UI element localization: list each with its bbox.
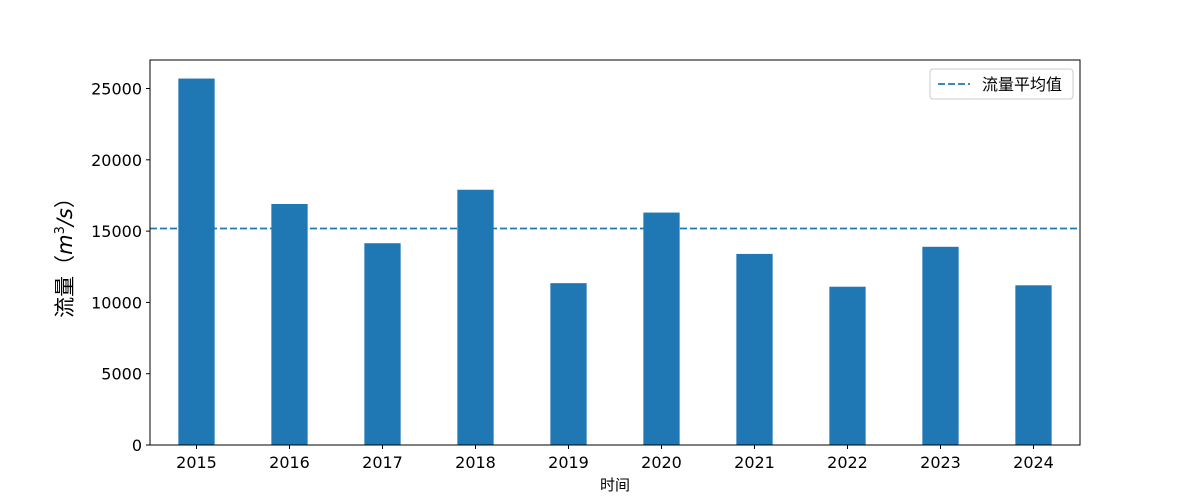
x-tick-label-2019: 2019 bbox=[548, 453, 589, 472]
y-axis-label: 流量（m3/s） bbox=[53, 187, 77, 318]
bar-2016 bbox=[271, 204, 308, 445]
x-tick-label-2022: 2022 bbox=[827, 453, 868, 472]
y-tick-label-20000: 20000 bbox=[91, 151, 142, 170]
plot-frame bbox=[149, 59, 1081, 446]
bar-2021 bbox=[736, 253, 773, 445]
bar-2022 bbox=[829, 286, 866, 445]
y-tick-label-15000: 15000 bbox=[91, 222, 142, 241]
x-tick-label-2017: 2017 bbox=[362, 453, 403, 472]
y-tick-label-10000: 10000 bbox=[91, 293, 142, 312]
bar-2020 bbox=[643, 212, 680, 445]
x-tick-label-2018: 2018 bbox=[455, 453, 496, 472]
bar-2019 bbox=[550, 283, 587, 445]
bar-2023 bbox=[922, 246, 959, 445]
y-axis-label-suffix: ） bbox=[53, 187, 77, 208]
y-tick-label-0: 0 bbox=[132, 436, 142, 455]
y-axis-label-unit-base: m bbox=[53, 234, 77, 254]
x-tick-label-2015: 2015 bbox=[176, 453, 217, 472]
bar-2018 bbox=[457, 189, 494, 445]
y-tick-label-5000: 5000 bbox=[101, 365, 142, 384]
bars-layer bbox=[178, 78, 1052, 445]
legend-label: 流量平均值 bbox=[982, 75, 1062, 94]
bar-2024 bbox=[1015, 285, 1052, 445]
legend-box bbox=[929, 68, 1074, 100]
y-axis-label-unit-rest: /s bbox=[53, 208, 77, 228]
y-tick-label-25000: 25000 bbox=[91, 80, 142, 99]
x-tick-label-2020: 2020 bbox=[641, 453, 682, 472]
x-tick-label-2024: 2024 bbox=[1013, 453, 1054, 472]
x-tick-label-2016: 2016 bbox=[269, 453, 310, 472]
bar-2017 bbox=[364, 243, 401, 445]
y-axis-label-prefix: 流量（ bbox=[53, 255, 77, 318]
y-axis-label-unit-exp: 3 bbox=[53, 226, 68, 234]
x-tick-label-2023: 2023 bbox=[920, 453, 961, 472]
ticks-layer: 2015 2016 2017 2018 2019 2020 2021 2022 2023 2024… bbox=[91, 80, 1054, 472]
x-axis-label: 时间 bbox=[600, 476, 630, 494]
legend: 流量平均值 bbox=[929, 68, 1074, 100]
x-tick-label-2021: 2021 bbox=[734, 453, 775, 472]
bar-2015 bbox=[178, 78, 215, 445]
